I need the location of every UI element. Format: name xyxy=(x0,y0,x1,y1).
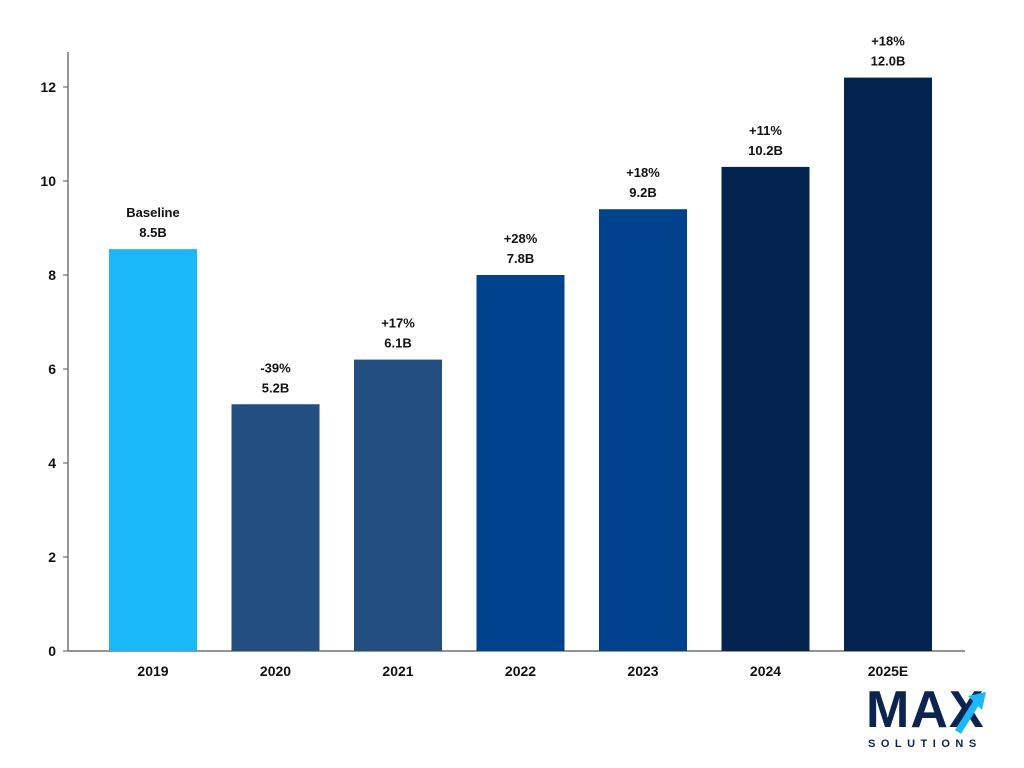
bar-change-label: -39% xyxy=(260,360,291,375)
bar-value-label: 9.2B xyxy=(629,185,656,200)
bars xyxy=(109,77,932,652)
y-ticks: 0 2 4 6 8 10 12 xyxy=(40,79,68,659)
y-tick-label: 4 xyxy=(48,455,56,471)
x-tick-label: 2020 xyxy=(260,663,291,679)
x-tick-label: 2023 xyxy=(627,663,658,679)
arrow-icon xyxy=(955,692,986,734)
bar xyxy=(354,359,442,651)
bar-value-label: 10.2B xyxy=(748,143,783,158)
x-tick-label: 2021 xyxy=(382,663,413,679)
x-tick-label: 2024 xyxy=(750,663,781,679)
bar xyxy=(109,249,197,651)
x-tick-label: 2019 xyxy=(137,663,168,679)
max-solutions-logo: MAX SOLUTIONS xyxy=(862,684,992,756)
bar xyxy=(599,209,687,651)
logo-subtitle: SOLUTIONS xyxy=(868,738,982,750)
y-tick-label: 2 xyxy=(48,549,56,565)
y-tick-label: 0 xyxy=(48,643,56,659)
bar-value-label: 6.1B xyxy=(384,336,411,351)
bar xyxy=(844,77,932,652)
y-tick-label: 6 xyxy=(48,361,56,377)
x-tick-label: 2025E xyxy=(868,663,908,679)
bar-change-label: +17% xyxy=(381,316,415,331)
bar-value-label: 5.2B xyxy=(262,380,289,395)
bar-change-label: Baseline xyxy=(126,205,179,220)
y-tick-label: 8 xyxy=(48,267,56,283)
bar-value-label: 8.5B xyxy=(139,225,166,240)
bar xyxy=(476,275,565,651)
data-labels: Baseline 8.5B -39% 5.2B +17% 6.1B +28% 7.8B +18%… xyxy=(126,34,905,396)
x-tick-label: 2022 xyxy=(505,663,536,679)
bar xyxy=(721,166,810,651)
y-tick-label: 10 xyxy=(40,173,56,189)
bar-value-label: 12.0B xyxy=(871,54,906,69)
y-tick-label: 12 xyxy=(40,79,56,95)
bar-change-label: +28% xyxy=(504,231,538,246)
bar-change-label: +18% xyxy=(871,34,905,49)
bar-change-label: +11% xyxy=(749,123,782,138)
bar xyxy=(231,404,320,651)
bar-value-label: 7.8B xyxy=(507,251,534,266)
bar-change-label: +18% xyxy=(626,165,660,180)
x-tick-labels: 2019 2020 2021 2022 2023 2024 2025E xyxy=(137,663,908,679)
